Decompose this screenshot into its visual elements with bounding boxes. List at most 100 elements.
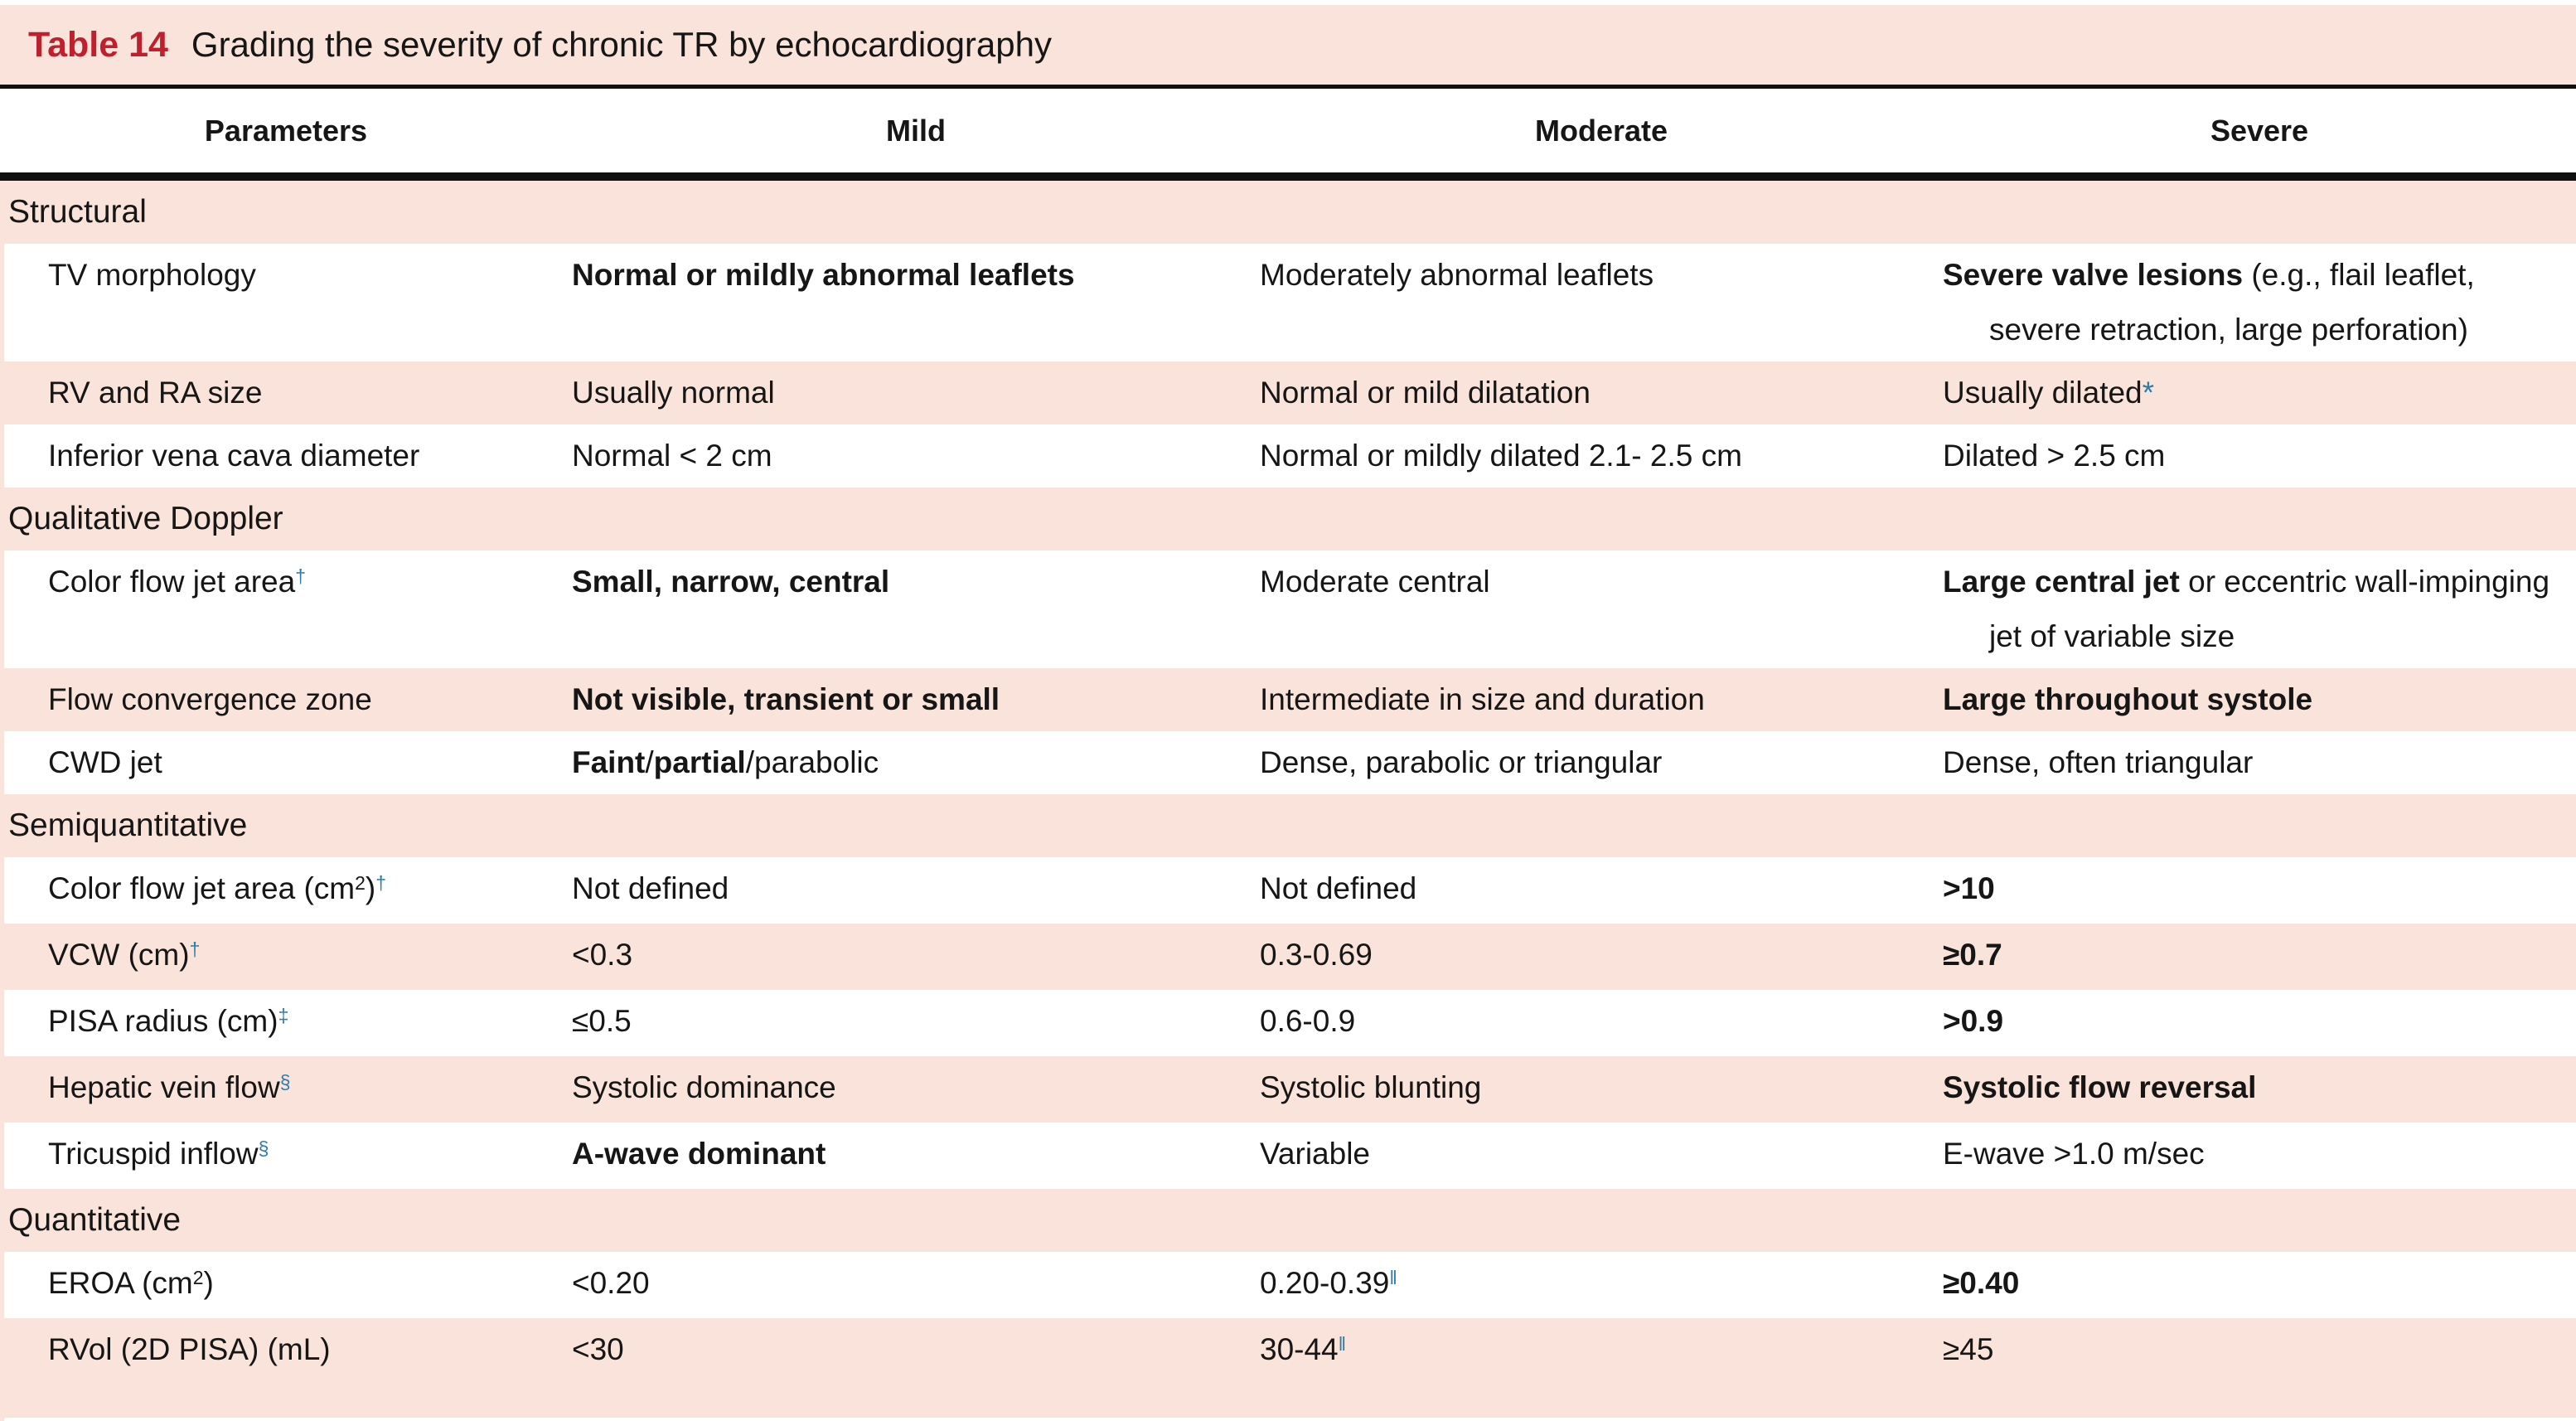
parameter-cell: RVol (2D PISA) (mL) [0, 1322, 572, 1414]
cell-text: >10 [1943, 871, 1995, 905]
column-header-severe: Severe [2210, 113, 2309, 148]
severe-cell: ≥45 [1943, 1322, 2576, 1414]
cell-text: ≤0.5 [572, 1004, 632, 1038]
cell-text: PISA radius (cm) [48, 1004, 278, 1038]
cell-text: VCW (cm) [48, 938, 190, 972]
footnote-marker: † [295, 565, 306, 587]
cell-text: Large throughout systole [1943, 682, 2313, 716]
parameter-cell: CWD jet [0, 735, 572, 790]
table-title-text: Grading the severity of chronic TR by ec… [191, 25, 1052, 64]
moderate-cell: Systolic blunting [1260, 1060, 1943, 1118]
moderate-cell: Intermediate in size and duration [1260, 672, 1943, 727]
cell-text: Usually dilated [1943, 376, 2143, 410]
footnote-marker: ‖ [1338, 1332, 1347, 1355]
parameter-cell: RV and RA size [0, 366, 572, 420]
cell-text: Systolic dominance [572, 1070, 836, 1104]
moderate-cell: 0.6-0.9 [1260, 994, 1943, 1052]
mild-cell: Systolic dominance [572, 1060, 1260, 1118]
moderate-cell: Not defined [1260, 861, 1943, 919]
parameter-cell: Color flow jet area† [0, 555, 572, 664]
severe-cell: Systolic flow reversal [1943, 1060, 2576, 1118]
parameter-cell: VCW (cm)† [0, 928, 572, 986]
cell-text: Severe valve lesions [1943, 258, 2244, 292]
cell-text: TV morphology [48, 258, 256, 292]
cell-text: Dilated > 2.5 cm [1943, 439, 2166, 473]
table-row: Color flow jet area (cm2)† Not defined Not… [0, 857, 2576, 924]
table-row: Inferior vena cava diameter Normal < 2 cm… [0, 424, 2576, 487]
cell-text: / [645, 745, 654, 779]
section-label: Quantitative [8, 1202, 182, 1238]
cell-text: Not defined [1260, 871, 1417, 905]
footnote-marker: § [258, 1137, 269, 1159]
mild-cell: Usually normal [572, 366, 1260, 420]
table-row: RV and RA size Usually normal Normal or mi… [0, 361, 2576, 424]
cell-text: Not visible, transient or small [572, 682, 1000, 716]
cell-text: Flow convergence zone [48, 682, 372, 716]
section-row: Structural [0, 181, 2576, 244]
cell-text: ≥0.7 [1943, 938, 2002, 972]
mild-cell: Not visible, transient or small [572, 672, 1260, 727]
severe-cell: >0.9 [1943, 994, 2576, 1052]
moderate-cell: Moderate central [1260, 555, 1943, 664]
severe-cell: Large central jet or eccentric wall-impi… [1943, 555, 2576, 664]
cell-text: ) [203, 1266, 214, 1300]
mild-cell: Normal or mildly abnormal leaflets [572, 248, 1260, 357]
parameter-cell: Tricuspid inflow§ [0, 1127, 572, 1185]
parameter-cell: Color flow jet area (cm2)† [0, 861, 572, 919]
footnote-marker: † [375, 871, 386, 894]
moderate-cell: Variable [1260, 1127, 1943, 1185]
cell-text: Hepatic vein flow [48, 1070, 280, 1104]
table-row: RVol (2D PISA) (mL) <30 30-44‖ ≥45 [0, 1318, 2576, 1418]
mild-cell: <0.3 [572, 928, 1260, 986]
table-row: CWD jet Faint/partial/parabolic Dense, par… [0, 731, 2576, 794]
severe-cell: Large throughout systole [1943, 672, 2576, 727]
cell-text: RVol (2D PISA) (mL) [48, 1332, 331, 1366]
cell-text: Faint [572, 745, 646, 779]
cell-text: E-wave >1.0 m/sec [1943, 1137, 2205, 1171]
cell-text: 30-44 [1260, 1332, 1339, 1366]
cell-text: Moderate central [1260, 565, 1490, 599]
cell-text: Normal or mildly dilated 2.1- 2.5 cm [1260, 439, 1742, 473]
severe-cell: ≥0.40 [1943, 1256, 2576, 1314]
table-row: TV morphology Normal or mildly abnormal l… [0, 244, 2576, 361]
mild-cell: Normal < 2 cm [572, 429, 1260, 483]
cell-text: Color flow jet area (cm [48, 871, 356, 905]
column-header-row: Parameters Mild Moderate Severe [0, 89, 2576, 181]
table-row: EROA (cm2) <0.20 0.20-0.39‖ ≥0.40 [0, 1252, 2576, 1318]
severe-cell: Severe valve lesions (e.g., flail leafle… [1943, 248, 2576, 357]
cell-text: <30 [572, 1332, 624, 1366]
moderate-cell: 0.20-0.39‖ [1260, 1256, 1943, 1314]
section-row: Semiquantitative [0, 794, 2576, 857]
moderate-cell: Normal or mildly dilated 2.1- 2.5 cm [1260, 429, 1943, 483]
table-row: Flow convergence zone Not visible, transi… [0, 668, 2576, 731]
cell-text: 0.20-0.39 [1260, 1266, 1390, 1300]
cell-text: RV and RA size [48, 376, 263, 410]
footnote-marker: † [189, 938, 201, 960]
parameter-cell: Flow convergence zone [0, 672, 572, 727]
cell-text: Inferior vena cava diameter [48, 439, 420, 473]
cell-text: 0.6-0.9 [1260, 1004, 1356, 1038]
cell-text: Not defined [572, 871, 729, 905]
mild-cell: Small, narrow, central [572, 555, 1260, 664]
cell-text: Systolic flow reversal [1943, 1070, 2257, 1104]
cell-text: 2 [192, 1266, 204, 1288]
cell-text: Usually normal [572, 376, 775, 410]
parameter-cell: Hepatic vein flow§ [0, 1060, 572, 1118]
cell-text: Intermediate in size and duration [1260, 682, 1705, 716]
cell-text: Tricuspid inflow [48, 1137, 259, 1171]
cell-text: 2 [355, 871, 366, 894]
moderate-cell: 0.3-0.69 [1260, 928, 1943, 986]
mild-cell: Faint/partial/parabolic [572, 735, 1260, 790]
section-label: Semiquantitative [8, 807, 248, 843]
section-label: Qualitative Doppler [8, 501, 283, 536]
column-header-mild: Mild [886, 113, 946, 148]
cell-text: or eccentric wall-impinging jet of varia… [1989, 565, 2550, 653]
parameter-cell: TV morphology [0, 248, 572, 357]
cell-text: Color flow jet area [48, 565, 296, 599]
table-row: PISA radius (cm)‡ ≤0.5 0.6-0.9 >0.9 [0, 990, 2576, 1056]
severe-cell: >10 [1943, 861, 2576, 919]
footnote-marker: ‖ [1389, 1266, 1397, 1288]
mild-cell: <0.20 [572, 1256, 1260, 1314]
cell-text: A-wave dominant [572, 1137, 826, 1171]
